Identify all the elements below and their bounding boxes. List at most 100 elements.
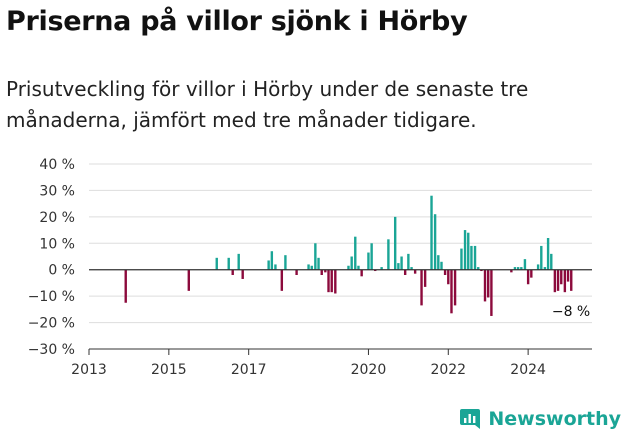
bars — [124, 195, 573, 316]
bar — [437, 255, 440, 270]
bar — [270, 251, 274, 270]
bar — [334, 269, 337, 294]
bar — [550, 253, 553, 270]
bar — [357, 265, 360, 270]
bar — [410, 267, 413, 270]
bar — [237, 253, 240, 270]
bar — [314, 243, 317, 270]
bar — [420, 269, 423, 306]
bar — [347, 265, 350, 270]
x-tick-label: 2024 — [510, 362, 546, 378]
bar — [563, 269, 567, 293]
bar — [556, 269, 560, 291]
brand-name: Newsworthy — [488, 408, 621, 430]
axes — [88, 269, 592, 355]
x-tick-label: 2020 — [351, 362, 387, 378]
y-tick-label: 30 % — [39, 183, 75, 199]
bar — [367, 252, 370, 270]
bar — [403, 269, 407, 275]
bar — [330, 269, 333, 293]
bar — [477, 267, 480, 270]
bar — [350, 256, 353, 270]
bar — [354, 236, 357, 270]
bar — [241, 269, 244, 279]
bar — [450, 269, 453, 314]
bar — [231, 269, 234, 275]
bar — [284, 255, 287, 270]
newsworthy-chart-icon — [460, 409, 481, 429]
bar — [374, 269, 377, 272]
bar — [360, 269, 363, 277]
x-tick-label: 2017 — [231, 362, 267, 378]
bar — [274, 264, 277, 270]
y-tick-label: 0 % — [48, 263, 75, 279]
bar — [327, 269, 330, 293]
x-tick-label: 2015 — [151, 362, 187, 378]
bar — [380, 267, 383, 270]
y-tick-label: 40 % — [39, 157, 75, 173]
y-tick-label: 20 % — [39, 210, 75, 226]
bar — [267, 260, 270, 270]
bar — [413, 269, 417, 274]
bar — [324, 269, 327, 273]
bar — [570, 269, 573, 291]
x-tick-label: 2013 — [71, 362, 107, 378]
bar — [124, 269, 127, 303]
bar — [227, 257, 230, 270]
bar — [510, 269, 513, 273]
bar — [307, 264, 310, 270]
y-tick-label: −20 % — [28, 316, 75, 332]
bar — [473, 245, 477, 270]
bar — [523, 259, 527, 270]
bar — [443, 269, 447, 275]
bar — [453, 269, 457, 306]
chart-subtitle: Prisutveckling för villor i Hörby under … — [6, 77, 529, 132]
bar — [423, 269, 427, 287]
bar — [280, 269, 284, 291]
bar — [215, 257, 218, 270]
chart-title: Priserna på villor sjönk i Hörby — [6, 6, 468, 37]
bar — [393, 216, 397, 270]
bar — [530, 269, 533, 278]
bar — [187, 269, 190, 291]
bar — [553, 269, 557, 293]
bar — [487, 269, 490, 298]
bar — [560, 269, 563, 285]
labels: 40 % 30 % 20 % 10 % 0 % −10 % −20 % −30 % 2013 20… — [28, 157, 591, 378]
bar — [430, 195, 433, 270]
bar — [370, 243, 373, 270]
bar — [397, 263, 400, 270]
bar — [546, 238, 550, 270]
bar — [407, 253, 410, 270]
bar — [387, 239, 390, 270]
bar — [516, 267, 520, 270]
bar — [543, 267, 547, 270]
bar — [317, 257, 320, 270]
bar — [400, 256, 403, 270]
bar — [526, 269, 530, 285]
bar — [463, 230, 467, 270]
bar — [440, 261, 443, 270]
bar — [467, 232, 470, 270]
bar — [310, 265, 313, 270]
grid-lines — [89, 163, 592, 350]
bar — [513, 267, 517, 270]
y-tick-label: −30 % — [28, 342, 75, 358]
bar — [536, 264, 540, 270]
bar — [447, 269, 450, 285]
bar — [320, 269, 323, 275]
bar — [566, 269, 570, 282]
y-tick-label: 10 % — [39, 236, 75, 252]
bar — [460, 248, 463, 270]
x-tick-label: 2022 — [430, 362, 466, 378]
bar — [433, 214, 437, 270]
last-value-annotation: −8 % — [552, 304, 590, 320]
bar — [490, 269, 493, 316]
bar — [483, 269, 487, 302]
bar — [540, 245, 543, 270]
newsworthy-logo: Newsworthy — [458, 407, 621, 431]
bar — [295, 269, 298, 275]
bar-chart: 40 % 30 % 20 % 10 % 0 % −10 % −20 % −30 % 2013 20… — [28, 157, 592, 378]
bar — [470, 245, 473, 270]
bar — [480, 269, 483, 272]
